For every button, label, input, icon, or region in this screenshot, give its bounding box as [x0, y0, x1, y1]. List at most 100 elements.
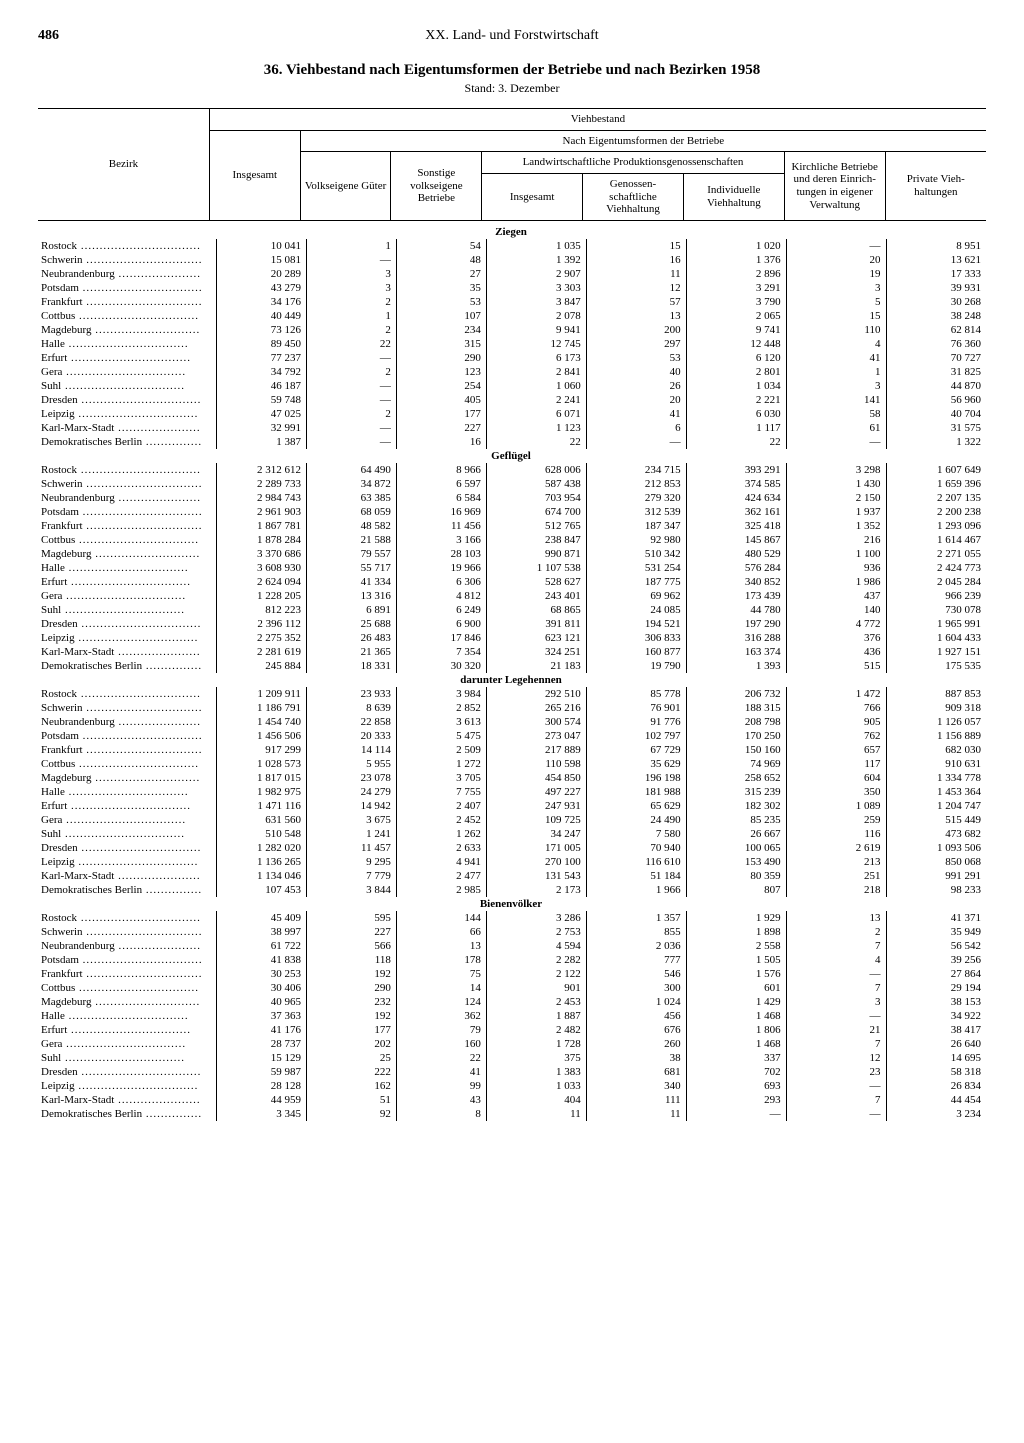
- table-cell: 604: [786, 771, 886, 785]
- table-cell: 681: [586, 1065, 686, 1079]
- table-cell: 515 449: [886, 813, 986, 827]
- table-cell: 1: [306, 309, 396, 323]
- district-label: Cottbus: [38, 757, 216, 771]
- district-label: Magdeburg: [38, 995, 216, 1009]
- table-cell: 34 247: [486, 827, 586, 841]
- table-cell: 30 253: [216, 967, 306, 981]
- table-cell: 70 727: [886, 351, 986, 365]
- table-cell: 1 471 116: [216, 799, 306, 813]
- table-cell: 901: [486, 981, 586, 995]
- table-cell: 13: [786, 911, 886, 925]
- table-cell: 40 965: [216, 995, 306, 1009]
- table-cell: 300 574: [486, 715, 586, 729]
- table-subtitle: Stand: 3. Dezember: [38, 81, 986, 96]
- table-cell: 1 453 364: [886, 785, 986, 799]
- table-cell: 293: [686, 1093, 786, 1107]
- table-cell: 3 844: [306, 883, 396, 897]
- table-cell: 25 688: [306, 617, 396, 631]
- table-cell: —: [306, 393, 396, 407]
- table-cell: 990 871: [486, 547, 586, 561]
- table-cell: 238 847: [486, 533, 586, 547]
- head-sonstige: Sonstige volkseigene Betriebe: [391, 152, 482, 221]
- table-cell: 531 254: [586, 561, 686, 575]
- table-cell: 141: [786, 393, 886, 407]
- table-cell: 150 160: [686, 743, 786, 757]
- table-cell: 2 619: [786, 841, 886, 855]
- table-cell: 2 633: [396, 841, 486, 855]
- district-label: Leipzig: [38, 1079, 216, 1093]
- district-label: Suhl: [38, 827, 216, 841]
- table-cell: 376: [786, 631, 886, 645]
- table-cell: 16: [586, 253, 686, 267]
- table-cell: 473 682: [886, 827, 986, 841]
- table-cell: 2 961 903: [216, 505, 306, 519]
- table-row: Frankfurt1 867 78148 58211 456512 765187…: [38, 519, 986, 533]
- table-cell: 2 173: [486, 883, 586, 897]
- table-cell: 188 315: [686, 701, 786, 715]
- table-cell: 340: [586, 1079, 686, 1093]
- table-cell: 1 028 573: [216, 757, 306, 771]
- table-cell: 124: [396, 995, 486, 1009]
- table-cell: 362: [396, 1009, 486, 1023]
- table-cell: 6 900: [396, 617, 486, 631]
- table-cell: 1 352: [786, 519, 886, 533]
- table-cell: 1 966: [586, 883, 686, 897]
- table-cell: 12: [586, 281, 686, 295]
- table-cell: 576 284: [686, 561, 786, 575]
- table-cell: 2 482: [486, 1023, 586, 1037]
- table-cell: 2 241: [486, 393, 586, 407]
- table-cell: 290: [396, 351, 486, 365]
- district-label: Rostock: [38, 687, 216, 701]
- district-label: Gera: [38, 365, 216, 379]
- table-cell: 14: [396, 981, 486, 995]
- district-label: Halle: [38, 785, 216, 799]
- table-cell: 178: [396, 953, 486, 967]
- table-cell: 27: [396, 267, 486, 281]
- table-cell: 374 585: [686, 477, 786, 491]
- table-cell: 92 980: [586, 533, 686, 547]
- table-cell: 546: [586, 967, 686, 981]
- table-cell: 405: [396, 393, 486, 407]
- table-row: Magdeburg3 370 68679 55728 103990 871510…: [38, 547, 986, 561]
- table-cell: 1 817 015: [216, 771, 306, 785]
- table-cell: 1 965 991: [886, 617, 986, 631]
- table-cell: 966 239: [886, 589, 986, 603]
- table-cell: 98 233: [886, 883, 986, 897]
- table-cell: 7 779: [306, 869, 396, 883]
- table-cell: 34 922: [886, 1009, 986, 1023]
- table-cell: —: [786, 1009, 886, 1023]
- table-cell: 51: [306, 1093, 396, 1107]
- table-cell: 131 543: [486, 869, 586, 883]
- district-label: Neubrandenburg: [38, 491, 216, 505]
- table-row: Demokratisches Berlin1 387—1622—22—1 322: [38, 435, 986, 449]
- table-cell: —: [786, 435, 886, 449]
- table-cell: 362 161: [686, 505, 786, 519]
- table-row: Schwerin38 997227662 7538551 898235 949: [38, 925, 986, 939]
- table-cell: 9 295: [306, 855, 396, 869]
- table-cell: 76 360: [886, 337, 986, 351]
- table-cell: 109 725: [486, 813, 586, 827]
- table-cell: 306 833: [586, 631, 686, 645]
- table-cell: 1 607 649: [886, 463, 986, 477]
- table-cell: 3 613: [396, 715, 486, 729]
- table-cell: 6 584: [396, 491, 486, 505]
- table-cell: 2 275 352: [216, 631, 306, 645]
- table-cell: 1 033: [486, 1079, 586, 1093]
- table-cell: 73 126: [216, 323, 306, 337]
- table-cell: 153 490: [686, 855, 786, 869]
- table-cell: 11: [586, 1107, 686, 1121]
- district-label: Suhl: [38, 603, 216, 617]
- table-cell: 1 136 265: [216, 855, 306, 869]
- table-cell: 6 306: [396, 575, 486, 589]
- table-cell: 1 898: [686, 925, 786, 939]
- table-cell: 43: [396, 1093, 486, 1107]
- table-cell: 2 753: [486, 925, 586, 939]
- table-row: Demokratisches Berlin245 88418 33130 320…: [38, 659, 986, 673]
- table-row: Gera1 228 20513 3164 812243 40169 962173…: [38, 589, 986, 603]
- table-row: Suhl46 187—2541 060261 034344 870: [38, 379, 986, 393]
- table-cell: 21: [786, 1023, 886, 1037]
- table-cell: 1 228 205: [216, 589, 306, 603]
- head-privat: Private Vieh-haltungen: [885, 152, 986, 221]
- district-label: Demokratisches Berlin: [38, 659, 216, 673]
- table-cell: 79: [396, 1023, 486, 1037]
